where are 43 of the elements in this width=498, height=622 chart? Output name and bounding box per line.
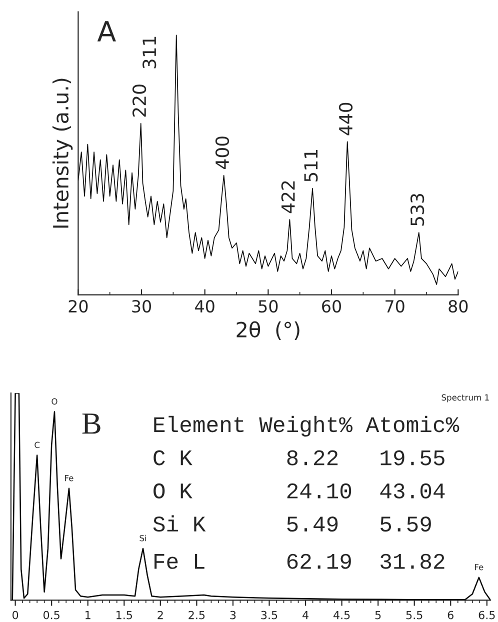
x-tick-label: 0 bbox=[12, 610, 18, 620]
annotation: Fe bbox=[65, 475, 74, 482]
annotation: C bbox=[34, 442, 40, 448]
x-tick-label: 30 bbox=[132, 300, 152, 313]
x-tick-label: 3 bbox=[230, 610, 236, 620]
x-tick-label: 1.5 bbox=[116, 610, 132, 620]
x-tick-label: 2.5 bbox=[188, 610, 205, 620]
annotation: O K 24.10 43.04 bbox=[154, 483, 445, 498]
annotation: 220 bbox=[132, 84, 146, 117]
annotation: 440 bbox=[338, 102, 353, 136]
annotation: A bbox=[97, 21, 116, 42]
annotation: Fe bbox=[475, 564, 484, 570]
annotation: 511 bbox=[304, 150, 318, 182]
x-tick-label: 50 bbox=[258, 300, 278, 313]
annotation: 422 bbox=[281, 181, 295, 214]
x-tick-label: 6 bbox=[448, 610, 454, 620]
annotation: Fe L 62.19 31.82 bbox=[154, 554, 444, 569]
annotation: Spectrum 1 bbox=[442, 394, 489, 402]
annotation: Element Weight% Atomic% bbox=[154, 416, 460, 437]
annotation: O bbox=[52, 398, 58, 405]
annotation: 400 bbox=[215, 136, 230, 169]
x-tick-label: 5.5 bbox=[406, 610, 422, 620]
y-axis-title: Intensity (a.u.) bbox=[52, 78, 73, 228]
x-tick-label: 60 bbox=[322, 300, 341, 313]
x-tick-label: 3.5 bbox=[261, 610, 278, 620]
x-tick-label: 4 bbox=[302, 610, 308, 620]
annotation: Si bbox=[140, 534, 146, 542]
annotation: 533 bbox=[410, 194, 424, 226]
x-tick-label: 20 bbox=[68, 300, 88, 313]
x-tick-label: 0.5 bbox=[43, 610, 60, 620]
x-tick-label: 80 bbox=[448, 300, 468, 313]
annotation: 311 bbox=[142, 36, 156, 68]
annotation: C K 8.22 19.55 bbox=[154, 450, 444, 466]
annotation: Si K 5.49 5.59 bbox=[153, 515, 431, 532]
annotation: B bbox=[82, 414, 100, 434]
x-tick-label: 5 bbox=[375, 610, 381, 620]
x-tick-label: 40 bbox=[195, 300, 214, 313]
x-tick-label: 2 bbox=[158, 610, 163, 620]
x-tick-label: 6.5 bbox=[478, 610, 495, 620]
x-tick-label: 1 bbox=[86, 610, 90, 620]
x-axis-title: 2θ (°) bbox=[236, 321, 300, 340]
x-tick-label: 4.5 bbox=[334, 610, 350, 620]
x-tick-label: 70 bbox=[386, 300, 404, 313]
